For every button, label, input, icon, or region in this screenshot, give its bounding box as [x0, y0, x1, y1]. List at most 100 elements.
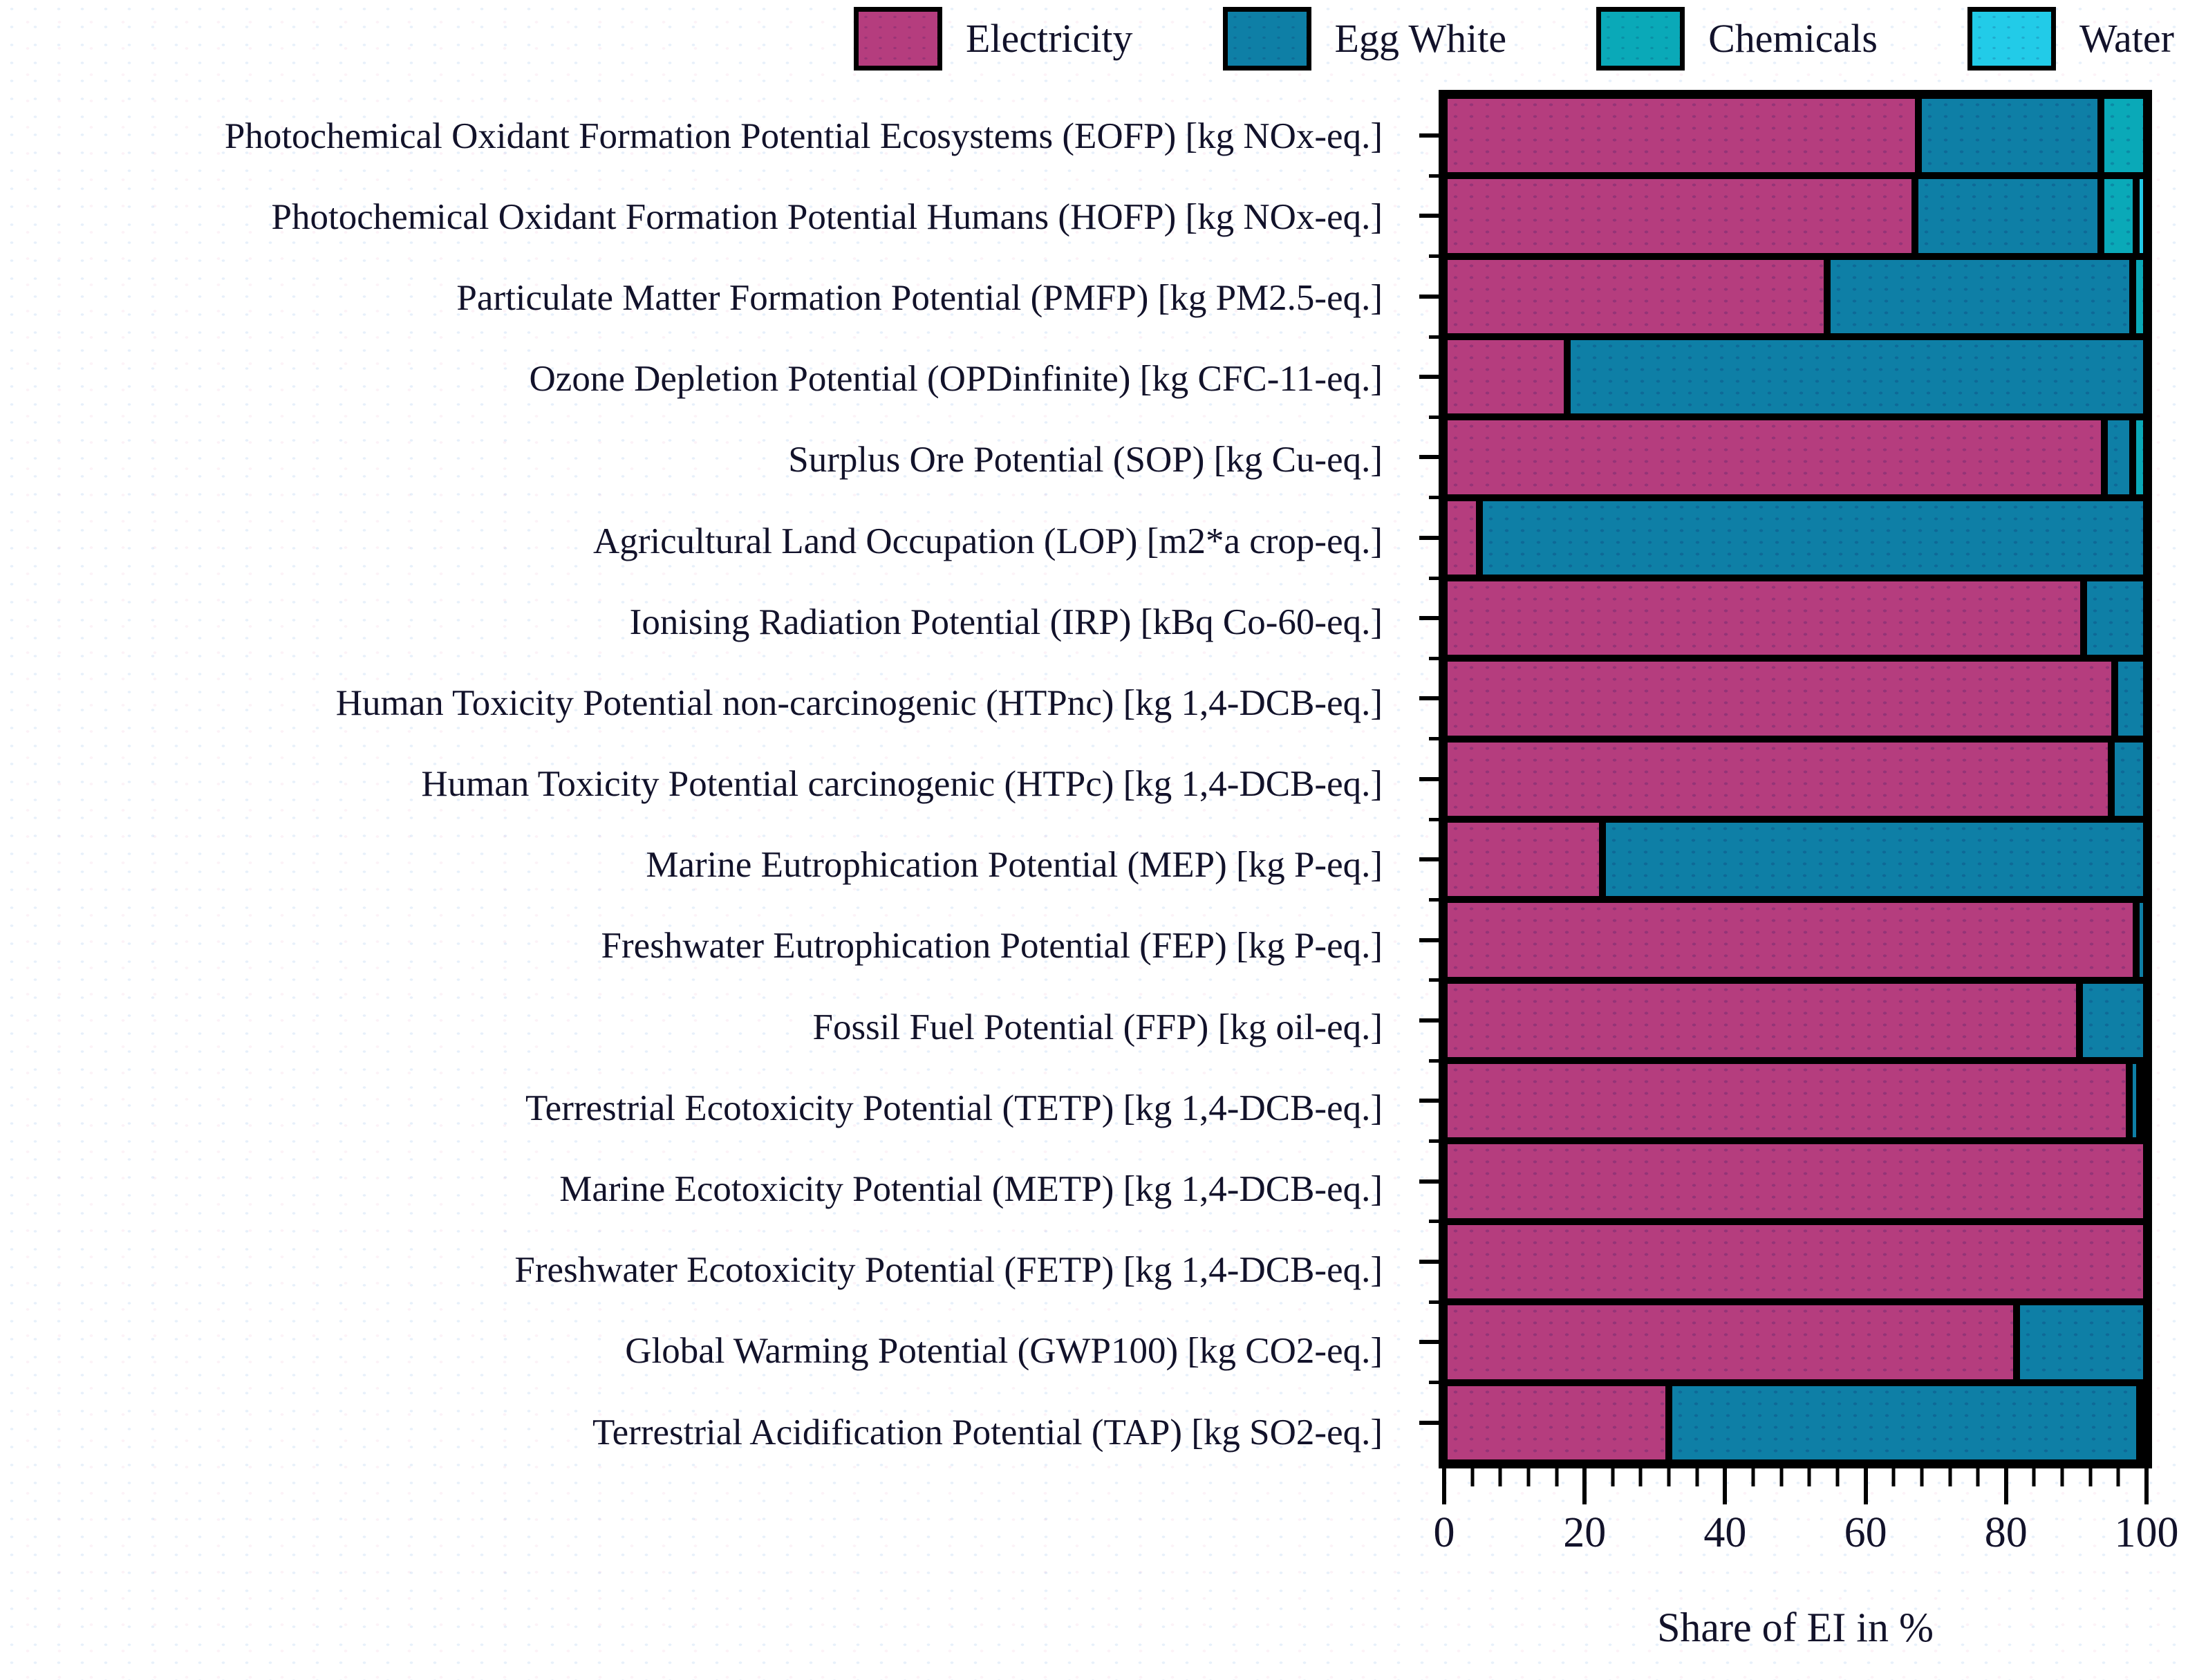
x-axis-tick — [1582, 1468, 1587, 1504]
y-axis-tick — [1419, 1420, 1439, 1425]
legend-swatch-icon — [854, 7, 942, 71]
x-axis-minor-tick — [1470, 1468, 1475, 1486]
x-axis-minor-tick — [2116, 1468, 2120, 1486]
x-axis-minor-tick — [1526, 1468, 1531, 1486]
x-axis-minor-tick — [1667, 1468, 1671, 1486]
x-axis: 0 20 40 60 80 100 — [1434, 1468, 2179, 1556]
x-axis-minor-tick — [1779, 1468, 1784, 1486]
x-axis-tick-label: 20 — [1563, 1509, 1607, 1556]
bar-segment-electricity — [1444, 1382, 1670, 1463]
bar-segment-egg-white — [2135, 899, 2147, 980]
bar-segment-electricity — [1444, 819, 1602, 900]
category-label: Terrestrial Acidification Potential (TAP… — [592, 1412, 1383, 1453]
x-axis-minor-tick — [1611, 1468, 1615, 1486]
y-axis-tick — [1419, 214, 1439, 218]
bar-segment-chemicals — [2100, 176, 2136, 256]
bar-segment-electricity — [1444, 578, 2084, 659]
bar-segment-egg-white — [1914, 176, 2101, 256]
category-label: Human Toxicity Potential non-carcinogeni… — [335, 682, 1383, 723]
y-axis-minor-tick — [1429, 415, 1439, 419]
x-axis-minor-tick — [1891, 1468, 1896, 1486]
category-label: Marine Ecotoxicity Potential (METP) [kg … — [559, 1169, 1383, 1210]
y-axis-minor-tick — [1429, 496, 1439, 500]
bar-track — [1444, 176, 2147, 256]
category-label: Ionising Radiation Potential (IRP) [kBq … — [629, 601, 1383, 642]
bar-segment-egg-white — [2079, 980, 2147, 1061]
y-axis-tick — [1419, 1259, 1439, 1264]
x-axis-minor-tick — [1948, 1468, 1952, 1486]
x-axis-minor-tick — [1807, 1468, 1811, 1486]
bar-track — [1444, 658, 2147, 739]
y-axis-tick — [1419, 535, 1439, 540]
bar-segment-electricity — [1444, 1141, 2147, 1222]
bar-segment-egg-white — [2083, 578, 2147, 659]
bar-segment-electricity — [1444, 738, 2112, 820]
legend-label: Egg White — [1334, 16, 1507, 61]
plot-area — [1419, 90, 2152, 1468]
x-axis-minor-tick — [1695, 1468, 1699, 1486]
x-axis-minor-tick — [2032, 1468, 2036, 1486]
y-axis-minor-tick — [1429, 656, 1439, 660]
legend-swatch-icon — [1596, 7, 1685, 71]
bar-track — [1444, 337, 2147, 418]
category-label: Terrestrial Ecotoxicity Potential (TETP)… — [525, 1088, 1383, 1128]
category-label: Human Toxicity Potential carcinogenic (H… — [421, 764, 1383, 805]
bar-segment-egg-white — [2129, 1061, 2140, 1141]
bar-segment-chemicals — [2139, 1061, 2147, 1141]
x-axis-minor-tick — [1751, 1468, 1755, 1486]
bar-segment-electricity — [1444, 95, 1918, 176]
y-axis-minor-tick — [1429, 737, 1439, 741]
bar-segment-chemicals — [2132, 417, 2147, 498]
bar-segment-egg-white — [1918, 95, 2101, 176]
bar-track — [1444, 578, 2147, 659]
x-axis-tick — [2003, 1468, 2008, 1504]
legend-item-chemicals: Chemicals — [1596, 7, 1878, 71]
y-axis-minor-tick — [1429, 1381, 1439, 1385]
y-axis-minor-tick — [1429, 1139, 1439, 1144]
bar-segment-electricity — [1444, 1061, 2129, 1141]
category-label: Ozone Depletion Potential (OPDinfinite) … — [529, 359, 1383, 400]
legend-swatch-icon — [1967, 7, 2056, 71]
bar-segment-electricity — [1444, 1302, 2017, 1383]
bar-segment-chemicals — [2139, 1382, 2147, 1463]
bar-track — [1444, 738, 2147, 820]
bar-segment-egg-white — [1567, 337, 2147, 418]
bar-segment-electricity — [1444, 256, 1827, 337]
legend: Electricity Egg White Chemicals Water — [854, 7, 2174, 71]
y-axis-minor-tick — [1429, 254, 1439, 259]
category-label: Particulate Matter Formation Potential (… — [456, 277, 1383, 318]
bar-segment-egg-white — [2111, 738, 2147, 820]
category-axis-labels: Photochemical Oxidant Formation Potentia… — [0, 95, 1412, 1473]
bar-segment-egg-white — [2115, 658, 2147, 739]
x-axis-minor-tick — [1638, 1468, 1643, 1486]
x-axis-tick-label: 0 — [1433, 1509, 1455, 1556]
bar-track — [1444, 1302, 2147, 1383]
legend-label: Water — [2079, 16, 2174, 61]
x-axis-tick-label: 100 — [2114, 1509, 2179, 1556]
y-axis-tick — [1419, 696, 1439, 701]
legend-item-water: Water — [1967, 7, 2174, 71]
bar-segment-electricity — [1444, 658, 2115, 739]
y-axis-tick — [1419, 294, 1439, 299]
bar-track — [1444, 497, 2147, 579]
bar-track — [1444, 1141, 2147, 1222]
x-axis-minor-tick — [2088, 1468, 2093, 1486]
bar-segment-egg-white — [2017, 1302, 2147, 1383]
category-label: Fossil Fuel Potential (FFP) [kg oil-eq.] — [812, 1007, 1383, 1047]
y-axis-minor-tick — [1429, 335, 1439, 339]
x-axis-tick — [1723, 1468, 1728, 1504]
x-axis-tick — [2144, 1468, 2149, 1504]
category-label: Freshwater Ecotoxicity Potential (FETP) … — [514, 1250, 1383, 1291]
legend-label: Electricity — [966, 16, 1133, 61]
category-label: Surplus Ore Potential (SOP) [kg Cu-eq.] — [788, 440, 1383, 480]
y-axis-tick — [1419, 1099, 1439, 1103]
y-axis-minor-tick — [1429, 576, 1439, 580]
legend-item-egg-white: Egg White — [1222, 7, 1507, 71]
y-axis-minor-tick — [1429, 898, 1439, 902]
bar-track — [1444, 899, 2147, 980]
bar-segment-electricity — [1444, 417, 2105, 498]
y-axis-tick — [1419, 1179, 1439, 1184]
y-axis-tick — [1419, 1018, 1439, 1023]
y-axis-minor-tick — [1429, 1058, 1439, 1063]
x-axis-tick-label: 80 — [1984, 1509, 2028, 1556]
